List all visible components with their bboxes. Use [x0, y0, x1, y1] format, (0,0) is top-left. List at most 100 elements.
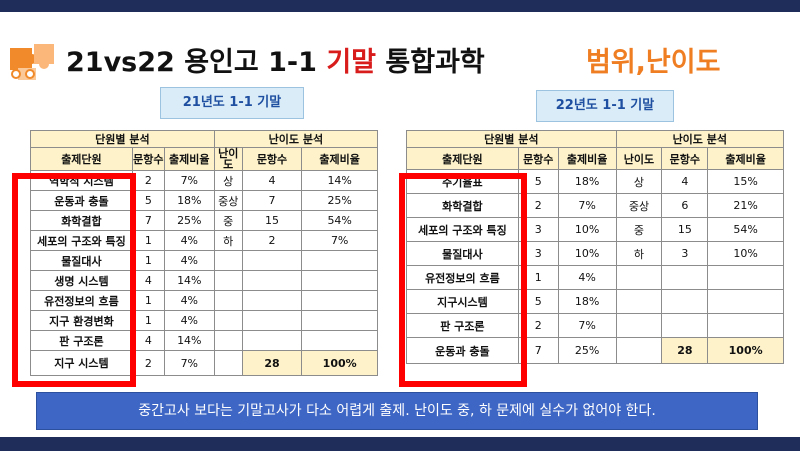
col-dratio-header: 출제비율	[301, 147, 378, 171]
cell-ratio: 25%	[163, 210, 215, 231]
table-row: 판 구조론 4 14%	[30, 330, 378, 351]
cell-level: 중	[213, 210, 243, 231]
cell-ratio: 4%	[163, 310, 215, 331]
group-unit-header: 단원별 분석	[30, 130, 215, 148]
cell-dcount: 15	[661, 217, 709, 242]
cell-count: 1	[131, 230, 165, 251]
bottom-bar	[0, 437, 800, 451]
cell-count: 4	[131, 270, 165, 291]
cell-dcount: 7	[241, 190, 303, 211]
cell-ratio: 7%	[557, 313, 617, 338]
cell-unit: 유전정보의 흐름	[406, 265, 519, 290]
cell-dratio: 25%	[301, 190, 378, 211]
col-level-header: 난이도	[213, 147, 243, 171]
summary-note: 중간고사 보다는 기말고사가 다소 어렵게 출제. 난이도 중, 하 문제에 실…	[36, 392, 758, 430]
cell-ratio: 7%	[557, 193, 617, 218]
table-row: 물질대사 1 4%	[30, 250, 378, 271]
cell-empty	[213, 270, 243, 291]
total-count: 28	[661, 337, 709, 364]
cell-empty	[301, 310, 378, 331]
cell-empty	[241, 290, 303, 311]
title-text: 21vs22 용인고 1-1	[66, 47, 327, 78]
cell-level: 상	[615, 169, 663, 194]
total-count: 28	[241, 350, 303, 376]
cell-ratio: 18%	[163, 190, 215, 211]
cell-dratio: 10%	[707, 241, 784, 266]
table-column-header: 출제단원 문항수 출제비율 난이도 문항수 출제비율	[30, 147, 378, 171]
cell-dratio: 54%	[707, 217, 784, 242]
cell-empty	[615, 265, 663, 290]
cell-empty	[241, 310, 303, 331]
cell-ratio: 4%	[163, 250, 215, 271]
group-diff-header: 난이도 분석	[615, 130, 785, 148]
cell-count: 4	[131, 330, 165, 351]
cell-empty	[661, 313, 709, 338]
cell-empty	[661, 265, 709, 290]
cell-empty	[213, 350, 243, 376]
cell-empty	[241, 270, 303, 291]
cell-empty	[707, 289, 784, 314]
cell-level: 중상	[615, 193, 663, 218]
table-row: 화학결합 2 7% 중상 6 21%	[406, 193, 784, 218]
table-row: 유전정보의 흐름 1 4%	[30, 290, 378, 311]
puzzle-logo	[10, 44, 54, 80]
total-ratio: 100%	[301, 350, 378, 376]
cell-ratio: 18%	[557, 289, 617, 314]
cell-dratio: 21%	[707, 193, 784, 218]
cell-dcount: 3	[661, 241, 709, 266]
top-bar	[0, 0, 800, 12]
col-ratio-header: 출제비율	[163, 147, 215, 171]
cell-unit: 세포의 구조와 특징	[406, 217, 519, 242]
total-ratio: 100%	[707, 337, 784, 364]
cell-dratio: 7%	[301, 230, 378, 251]
table-group-header: 단원별 분석 난이도 분석	[406, 130, 785, 148]
table-2021: 단원별 분석 난이도 분석 출제단원 문항수 출제비율 난이도 문항수 출제비율…	[30, 130, 379, 376]
cell-level: 중상	[213, 190, 243, 211]
cell-unit: 운동과 충돌	[406, 337, 519, 364]
col-level-header: 난이도	[615, 147, 663, 170]
cell-empty	[241, 250, 303, 271]
col-dcount-header: 문항수	[661, 147, 709, 170]
cell-count: 1	[131, 310, 165, 331]
cell-level: 하	[615, 241, 663, 266]
cell-count: 2	[131, 350, 165, 376]
cell-ratio: 7%	[163, 170, 215, 191]
cell-empty	[301, 290, 378, 311]
cell-unit: 물질대사	[406, 241, 519, 266]
cell-empty	[615, 313, 663, 338]
cell-unit: 지구 환경변화	[30, 310, 133, 331]
title-subject: 통합과학	[376, 47, 485, 78]
cell-dcount: 4	[661, 169, 709, 194]
cell-empty	[301, 270, 378, 291]
col-dcount-header: 문항수	[241, 147, 303, 171]
cell-empty	[661, 289, 709, 314]
cell-count: 7	[131, 210, 165, 231]
cell-empty	[707, 313, 784, 338]
table-row: 지구 환경변화 1 4%	[30, 310, 378, 331]
cell-empty	[301, 330, 378, 351]
highlight-box-2021	[12, 173, 136, 387]
table-row: 생명 시스템 4 14%	[30, 270, 378, 291]
page-title: 21vs22 용인고 1-1 기말 통합과학	[66, 40, 485, 79]
cell-ratio: 25%	[557, 337, 617, 364]
cell-empty	[241, 330, 303, 351]
cell-unit: 판 구조론	[30, 330, 133, 351]
label-2021: 21년도 1-1 기말	[160, 87, 304, 119]
cell-level: 상	[213, 170, 243, 191]
cell-empty	[615, 337, 663, 364]
cell-ratio: 10%	[557, 217, 617, 242]
cell-level: 중	[615, 217, 663, 242]
cell-unit: 운동과 충돌	[30, 190, 133, 211]
cell-unit: 지구 시스템	[30, 350, 133, 376]
cell-count: 2	[131, 170, 165, 191]
col-count-header: 문항수	[131, 147, 165, 171]
cell-count: 5	[131, 190, 165, 211]
table-row: 유전정보의 흐름 1 4%	[406, 265, 784, 290]
table-row: 지구시스템 5 18%	[406, 289, 784, 314]
cell-ratio: 18%	[557, 169, 617, 194]
cell-count: 1	[131, 250, 165, 271]
title-highlight: 기말	[326, 47, 377, 78]
cell-dratio: 54%	[301, 210, 378, 231]
col-unit-header: 출제단원	[30, 147, 133, 171]
cell-ratio: 7%	[163, 350, 215, 376]
